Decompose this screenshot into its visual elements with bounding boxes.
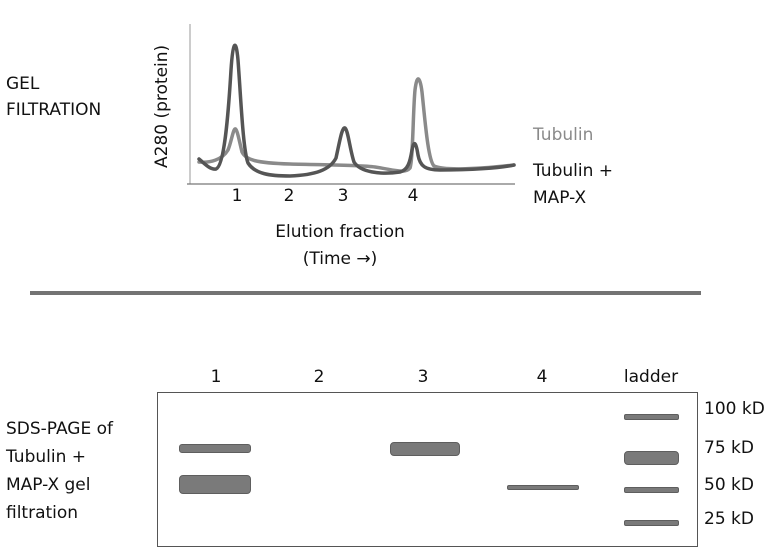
lane-label-1: 1 bbox=[210, 367, 222, 387]
x-axis-label: Elution fraction (Time →) bbox=[250, 219, 430, 273]
x-tick-3: 3 bbox=[337, 186, 349, 206]
x-tick-2: 2 bbox=[283, 186, 295, 206]
tubulin-mapx-curve bbox=[197, 43, 516, 178]
lane-label-ladder: ladder bbox=[623, 367, 679, 387]
ladder-band-50kd bbox=[624, 487, 679, 493]
gel-filtration-title: GEL FILTRATION bbox=[6, 71, 101, 123]
sds-title-line4: filtration bbox=[6, 503, 79, 523]
tubulin-curve bbox=[197, 77, 516, 173]
lane-label-2: 2 bbox=[313, 367, 325, 387]
x-axis-label-line1: Elution fraction bbox=[275, 222, 405, 242]
legend-tubulin: Tubulin bbox=[533, 125, 594, 145]
marker-75kd: 75 kD bbox=[704, 438, 754, 458]
lane-label-3: 3 bbox=[417, 367, 429, 387]
marker-100kd: 100 kD bbox=[704, 399, 765, 419]
x-tick-4: 4 bbox=[407, 186, 419, 206]
section-divider bbox=[30, 291, 701, 295]
band-lane1-upper bbox=[179, 444, 251, 453]
gel-filtration-title-line2: FILTRATION bbox=[6, 100, 102, 120]
sds-page-title: SDS-PAGE of Tubulin + MAP-X gel filtrati… bbox=[6, 415, 113, 527]
legend-tubulin-mapx: Tubulin + MAP-X bbox=[533, 158, 613, 212]
band-lane1-lower bbox=[179, 475, 251, 494]
elution-chart bbox=[187, 24, 516, 185]
ladder-band-100kd bbox=[624, 414, 679, 420]
x-tick-1: 1 bbox=[231, 186, 243, 206]
sds-title-line1: SDS-PAGE of bbox=[6, 419, 114, 439]
legend-tubulin-mapx-line2: MAP-X bbox=[533, 188, 587, 208]
sds-title-line3: MAP-X gel bbox=[6, 475, 91, 495]
sds-title-line2: Tubulin + bbox=[6, 447, 87, 467]
marker-50kd: 50 kD bbox=[704, 475, 754, 495]
marker-25kd: 25 kD bbox=[704, 509, 754, 529]
x-axis-label-line2: (Time →) bbox=[302, 249, 378, 269]
band-lane3 bbox=[390, 442, 460, 456]
ladder-band-75kd bbox=[624, 451, 679, 465]
ladder-band-25kd bbox=[624, 520, 679, 526]
gel-filtration-title-line1: GEL bbox=[6, 74, 40, 94]
gel-box bbox=[157, 392, 698, 547]
lane-label-4: 4 bbox=[536, 367, 548, 387]
legend-tubulin-mapx-line1: Tubulin + bbox=[533, 161, 614, 181]
band-lane4 bbox=[507, 485, 579, 490]
